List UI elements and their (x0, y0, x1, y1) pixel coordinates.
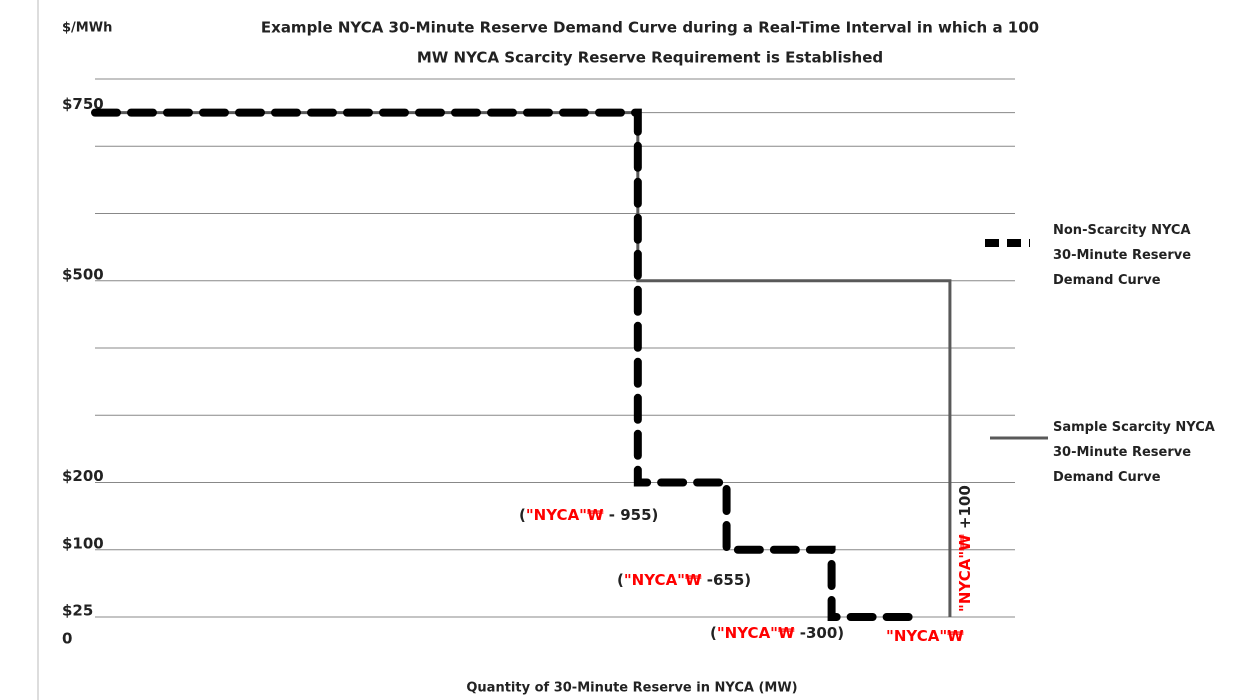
y-axis-label: $/MWh (62, 21, 112, 36)
annotation-part: "NYCA"₩ (624, 571, 702, 589)
y-tick-label: $100 (62, 534, 104, 552)
annotation-part: -300) (795, 624, 845, 642)
annotation: ("NYCA"₩ -655) (617, 571, 751, 589)
annotation-part: -655) (702, 571, 752, 589)
series-line (91, 108, 925, 621)
x-axis-label: Quantity of 30-Minute Reserve in NYCA (M… (466, 681, 797, 696)
annotation: "NYCA"₩ +100 (956, 485, 974, 612)
annotation-part: - 955) (604, 506, 659, 524)
annotation-part: ( (519, 506, 526, 524)
annotation-part: "NYCA"₩ (956, 534, 974, 612)
y-tick-label: $200 (62, 467, 104, 485)
y-tick-label: $25 (62, 602, 93, 620)
y-tick-label: $750 (62, 95, 104, 113)
y-tick-label: 0 (62, 630, 72, 648)
chart-title: MW NYCA Scarcity Reserve Requirement is … (417, 49, 883, 67)
annotation: ("NYCA"₩ -300) (710, 624, 844, 642)
series-line (95, 111, 952, 617)
annotation-part: "NYCA"₩ (717, 624, 795, 642)
annotation-part: "NYCA"₩ (886, 627, 964, 645)
annotation: ("NYCA"₩ - 955) (519, 506, 658, 524)
annotation-part: ( (710, 624, 717, 642)
annotation-part: ( (617, 571, 624, 589)
chart-title: Example NYCA 30-Minute Reserve Demand Cu… (261, 19, 1039, 37)
y-tick-label: $500 (62, 265, 104, 283)
annotation-part: +100 (956, 485, 974, 534)
legend-label: Sample Scarcity NYCA 30-Minute Reserve D… (1053, 420, 1215, 485)
annotation-part: "NYCA"₩ (526, 506, 604, 524)
legend-label: Non-Scarcity NYCA 30-Minute Reserve Dema… (1053, 223, 1192, 288)
annotation: "NYCA"₩ (886, 627, 964, 645)
